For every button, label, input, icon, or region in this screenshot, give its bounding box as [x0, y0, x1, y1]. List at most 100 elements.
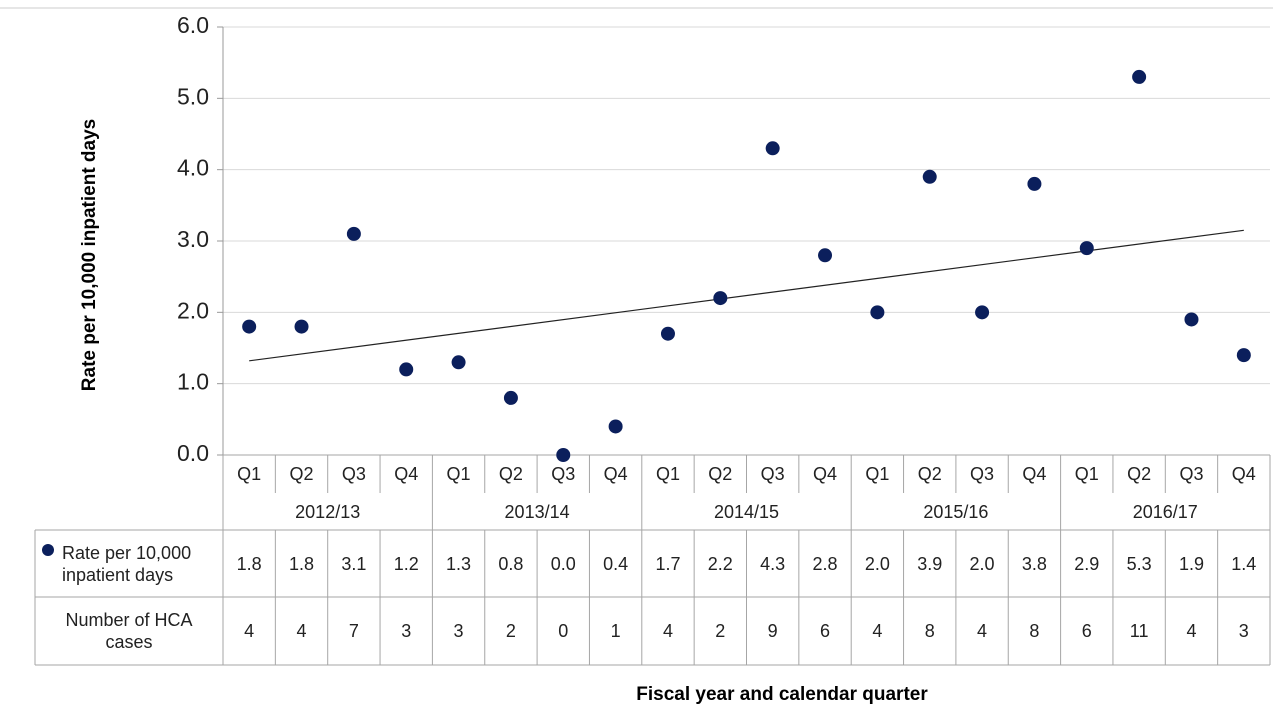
x-tick-label: Q3: [341, 464, 366, 484]
rate-cell: 2.8: [812, 553, 838, 574]
x-tick-label: Q1: [655, 464, 680, 484]
x-tick-label: Q4: [813, 464, 838, 484]
x-tick-label: Q3: [970, 464, 995, 484]
data-point: [1132, 69, 1147, 84]
y-axis-title: Rate per 10,000 inpatient days: [79, 119, 100, 391]
count-cell: 4: [296, 621, 307, 641]
data-point: [713, 291, 728, 306]
rate-cell: 3.9: [917, 553, 943, 574]
row-header: Number of HCA cases: [65, 610, 193, 652]
x-group-label: 2015/16: [923, 501, 989, 522]
count-cell: 3: [1238, 621, 1249, 641]
x-tick-label: Q4: [603, 464, 628, 484]
x-tick-label: Q1: [446, 464, 471, 484]
rate-cell: 0.4: [603, 553, 629, 574]
rate-cell: 0.0: [550, 553, 576, 574]
x-axis-title: Fiscal year and calendar quarter: [636, 684, 928, 705]
count-cell: 2: [505, 621, 516, 641]
count-cell: 1: [610, 621, 621, 641]
y-tick-label: 6.0: [177, 12, 209, 38]
x-group-label: 2013/14: [504, 501, 570, 522]
rate-cell: 1.7: [655, 553, 681, 574]
rate-cell: 1.8: [236, 553, 262, 574]
y-tick-label: 4.0: [177, 155, 209, 181]
count-cell: 4: [872, 621, 883, 641]
legend-marker: [42, 544, 54, 556]
data-point: [1079, 241, 1094, 256]
trendline: [249, 229, 1244, 362]
count-cell: 9: [767, 621, 778, 641]
data-point: [556, 448, 571, 462]
rate-cell: 2.0: [864, 553, 890, 574]
y-tick-label: 1.0: [177, 369, 209, 395]
data-point: [1184, 312, 1199, 327]
count-cell: 6: [820, 621, 831, 641]
count-cell: 4: [244, 621, 255, 641]
data-point: [294, 319, 309, 334]
rate-cell: 1.9: [1178, 553, 1204, 574]
rate-cell: 1.4: [1231, 553, 1257, 574]
x-tick-label: Q3: [1179, 464, 1204, 484]
x-tick-label: Q3: [760, 464, 785, 484]
data-point: [1236, 348, 1251, 363]
rate-cell: 4.3: [760, 553, 786, 574]
data-point: [399, 362, 414, 377]
rate-cell: 5.3: [1126, 553, 1152, 574]
count-cell: 0: [558, 621, 569, 641]
data-point: [660, 326, 675, 341]
rate-cell: 2.9: [1074, 553, 1100, 574]
data-point: [1027, 176, 1042, 191]
x-tick-label: Q1: [865, 464, 890, 484]
y-tick-label: 5.0: [177, 83, 209, 109]
count-cell: 4: [977, 621, 988, 641]
count-cell: 4: [662, 621, 673, 641]
rate-cell: 1.8: [289, 553, 315, 574]
y-tick-label: 0.0: [177, 440, 209, 466]
count-cell: 8: [1029, 621, 1040, 641]
rate-cell: 3.8: [1021, 553, 1047, 574]
x-tick-label: Q1: [237, 464, 262, 484]
x-tick-label: Q4: [1022, 464, 1047, 484]
x-tick-label: Q2: [708, 464, 733, 484]
count-cell: 6: [1081, 621, 1092, 641]
data-point: [870, 305, 885, 320]
rate-cell: 2.0: [969, 553, 995, 574]
data-point: [451, 355, 466, 370]
count-cell: 3: [401, 621, 412, 641]
x-group-label: 2014/15: [713, 501, 780, 522]
data-point: [242, 319, 257, 334]
rate-cell: 2.2: [707, 553, 733, 574]
count-cell: 11: [1129, 621, 1149, 641]
count-cell: 3: [453, 621, 464, 641]
data-point: [975, 305, 990, 320]
data-point: [503, 390, 518, 405]
x-tick-label: Q2: [289, 464, 314, 484]
rate-cell: 1.2: [393, 553, 419, 574]
x-tick-label: Q3: [551, 464, 576, 484]
count-cell: 4: [1186, 621, 1197, 641]
y-tick-label: 2.0: [177, 297, 209, 323]
data-point: [818, 248, 833, 263]
y-tick-label: 3.0: [177, 226, 209, 252]
x-tick-label: Q2: [1127, 464, 1152, 484]
x-tick-label: Q4: [1231, 464, 1256, 484]
x-tick-label: Q1: [1074, 464, 1099, 484]
rate-cell: 3.1: [341, 553, 367, 574]
legend-label: Rate per 10,000 inpatient days: [62, 542, 192, 585]
x-tick-label: Q2: [917, 464, 942, 484]
count-cell: 2: [715, 621, 726, 641]
count-cell: 7: [348, 621, 359, 641]
rate-cell: 1.3: [446, 553, 472, 574]
rate-cell: 0.8: [498, 553, 524, 574]
data-point: [922, 169, 937, 184]
count-cell: 8: [924, 621, 935, 641]
x-tick-label: Q4: [394, 464, 419, 484]
data-point: [765, 141, 780, 156]
x-group-label: 2016/17: [1132, 501, 1198, 522]
data-point: [608, 419, 623, 434]
data-point: [346, 226, 361, 241]
x-group-label: 2012/13: [295, 501, 361, 522]
x-tick-label: Q2: [498, 464, 523, 484]
